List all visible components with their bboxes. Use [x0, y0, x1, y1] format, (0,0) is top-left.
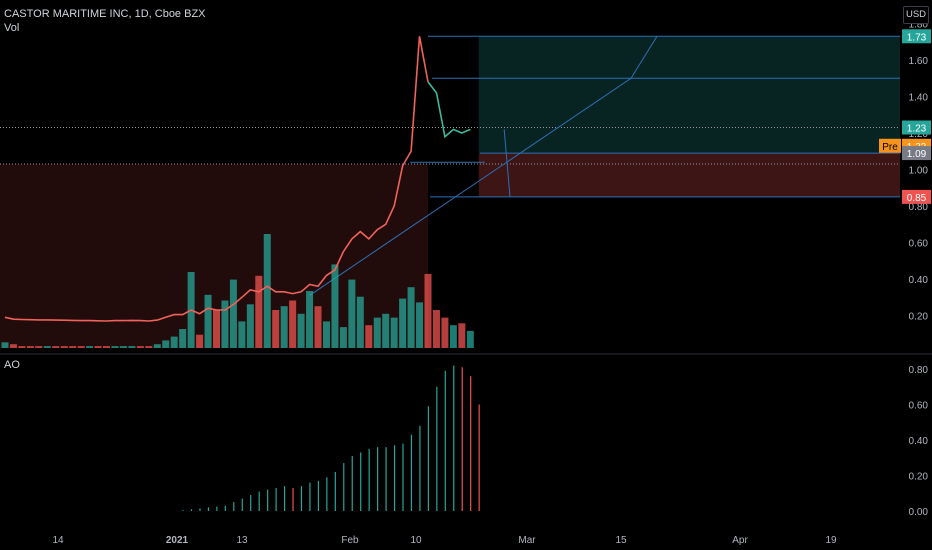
price-badge-label: 1.23 [907, 124, 927, 135]
volume-bar [441, 317, 449, 348]
volume-bar [382, 313, 390, 348]
volume-bar [128, 346, 136, 348]
volume-bar [213, 310, 220, 348]
time-tick-label: 13 [236, 535, 248, 546]
volume-label: Vol [4, 22, 20, 34]
volume-bar [52, 346, 60, 348]
price-tick-label: 1.00 [909, 166, 929, 177]
volume-bar [432, 310, 440, 348]
trend-line [309, 36, 658, 296]
projection-line [503, 129, 511, 197]
volume-bar [170, 336, 178, 348]
time-tick-label: Apr [732, 535, 748, 546]
price-tick-label: 1.40 [909, 93, 929, 104]
time-tick-label: Feb [341, 535, 359, 546]
volume-bar [356, 296, 364, 348]
ao-tick-label: 0.00 [909, 507, 929, 518]
volume-bar [399, 298, 407, 348]
volume-bar [416, 302, 424, 348]
volume-bar [255, 275, 263, 348]
volume-bar [246, 304, 254, 348]
time-tick-label: 19 [825, 535, 837, 546]
price-tick-label: 0.20 [909, 312, 929, 323]
pre-market-badge-label: Pre [882, 142, 898, 153]
volume-bar [179, 329, 187, 348]
volume-bar [238, 321, 246, 348]
volume-bar [339, 327, 347, 348]
volume-bar [322, 321, 330, 348]
price-badge [902, 189, 931, 204]
volume-bar [314, 306, 322, 348]
volume-bar [77, 346, 85, 348]
price-badge [902, 29, 931, 44]
volume-bar [449, 325, 457, 348]
volume-bar [331, 264, 339, 348]
volume-bar [35, 346, 43, 348]
ao-tick-label: 0.60 [909, 401, 929, 412]
volume-bar [348, 279, 356, 348]
volume-bar [43, 346, 51, 348]
price-badge-label: 1.73 [907, 32, 927, 43]
volume-bar [272, 310, 280, 348]
price-tick-label: 0.80 [909, 202, 929, 213]
chart-symbol-title: CASTOR MARITIME INC, 1D, Cboe BZX [4, 8, 206, 20]
volume-bar [60, 346, 68, 348]
pre-market-badge [879, 138, 901, 153]
volume-bar [407, 287, 415, 348]
time-tick-label: 14 [52, 535, 64, 546]
price-line-surge [427, 81, 471, 139]
volume-bar [1, 342, 9, 348]
volume-bar [153, 344, 161, 348]
price-badge [902, 146, 931, 161]
ao-label: AO [4, 359, 20, 371]
currency-button[interactable]: USD [903, 6, 929, 24]
volume-bar [94, 346, 102, 348]
volume-bar [390, 317, 398, 348]
volume-bar [9, 344, 17, 348]
volume-bar [263, 234, 271, 348]
price-badge [902, 120, 931, 135]
volume-bar [280, 306, 288, 348]
price-line-pre-surge [4, 36, 429, 322]
time-tick-label: 10 [410, 535, 422, 546]
volume-bar [289, 300, 297, 348]
price-badge-label: 1.09 [907, 149, 927, 160]
ao-tick-label: 0.40 [909, 436, 929, 447]
volume-bar [103, 346, 111, 348]
loss-zone [478, 153, 900, 197]
ao-tick-label: 0.80 [909, 365, 929, 376]
volume-bar [306, 291, 314, 348]
time-tick-label: 15 [615, 535, 627, 546]
price-tick-label: 1.60 [909, 56, 929, 67]
volume-bar [229, 279, 237, 348]
volume-bar [111, 346, 119, 348]
volume-bar [297, 313, 305, 348]
volume-bar [18, 346, 26, 348]
volume-bar [221, 300, 229, 348]
price-tick-label: 0.40 [909, 275, 929, 286]
volume-bar [162, 340, 170, 348]
ao-tick-label: 0.20 [909, 472, 929, 483]
volume-bar [145, 346, 153, 348]
volume-bar [204, 294, 212, 348]
volume-bar [458, 323, 466, 348]
volume-bar [196, 334, 204, 348]
volume-bar [136, 346, 144, 348]
volume-bar [424, 273, 432, 348]
volume-bar [119, 346, 127, 348]
volume-bar [69, 346, 77, 348]
price-badge-label: 0.85 [907, 193, 927, 204]
volume-bar [26, 346, 34, 348]
volume-bar [373, 317, 381, 348]
profit-zone [478, 36, 900, 154]
time-tick-label: Mar [518, 535, 536, 546]
time-tick-label: 2021 [166, 535, 189, 546]
volume-bar [466, 330, 474, 348]
price-tick-label: 0.60 [909, 239, 929, 250]
volume-bar [86, 346, 94, 348]
price-tick-label: 1.80 [909, 20, 929, 31]
volume-bar [365, 325, 373, 348]
